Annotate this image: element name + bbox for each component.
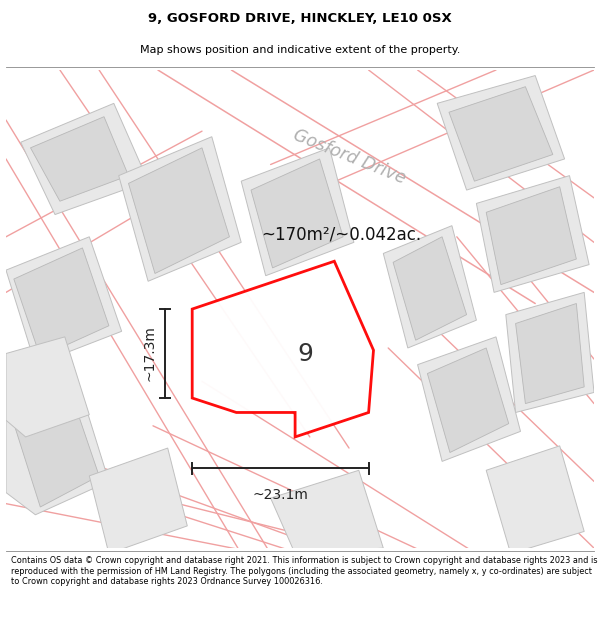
- Polygon shape: [6, 237, 122, 364]
- Polygon shape: [506, 292, 594, 412]
- Polygon shape: [6, 387, 109, 515]
- Text: Map shows position and indicative extent of the property.: Map shows position and indicative extent…: [140, 45, 460, 55]
- Polygon shape: [271, 470, 383, 554]
- Polygon shape: [31, 117, 128, 201]
- Polygon shape: [383, 226, 476, 348]
- Polygon shape: [476, 176, 589, 292]
- Text: ~23.1m: ~23.1m: [253, 488, 308, 502]
- Polygon shape: [418, 337, 521, 461]
- Text: Contains OS data © Crown copyright and database right 2021. This information is : Contains OS data © Crown copyright and d…: [11, 556, 597, 586]
- Polygon shape: [241, 148, 354, 276]
- Polygon shape: [14, 398, 99, 507]
- Polygon shape: [486, 187, 577, 284]
- Polygon shape: [427, 348, 509, 452]
- Polygon shape: [128, 148, 229, 274]
- Polygon shape: [486, 446, 584, 554]
- Polygon shape: [14, 248, 109, 357]
- Polygon shape: [449, 87, 553, 181]
- Polygon shape: [251, 159, 343, 268]
- Text: 9: 9: [297, 341, 313, 366]
- Polygon shape: [6, 337, 89, 437]
- Polygon shape: [89, 448, 187, 554]
- Text: ~17.3m: ~17.3m: [142, 326, 156, 381]
- Polygon shape: [119, 137, 241, 281]
- Text: ~170m²/~0.042ac.: ~170m²/~0.042ac.: [261, 226, 421, 244]
- Polygon shape: [437, 76, 565, 190]
- Text: Gosford Drive: Gosford Drive: [290, 126, 408, 188]
- Polygon shape: [192, 261, 374, 437]
- Polygon shape: [515, 304, 584, 404]
- Polygon shape: [393, 237, 467, 340]
- Polygon shape: [21, 103, 148, 214]
- Text: 9, GOSFORD DRIVE, HINCKLEY, LE10 0SX: 9, GOSFORD DRIVE, HINCKLEY, LE10 0SX: [148, 12, 452, 25]
